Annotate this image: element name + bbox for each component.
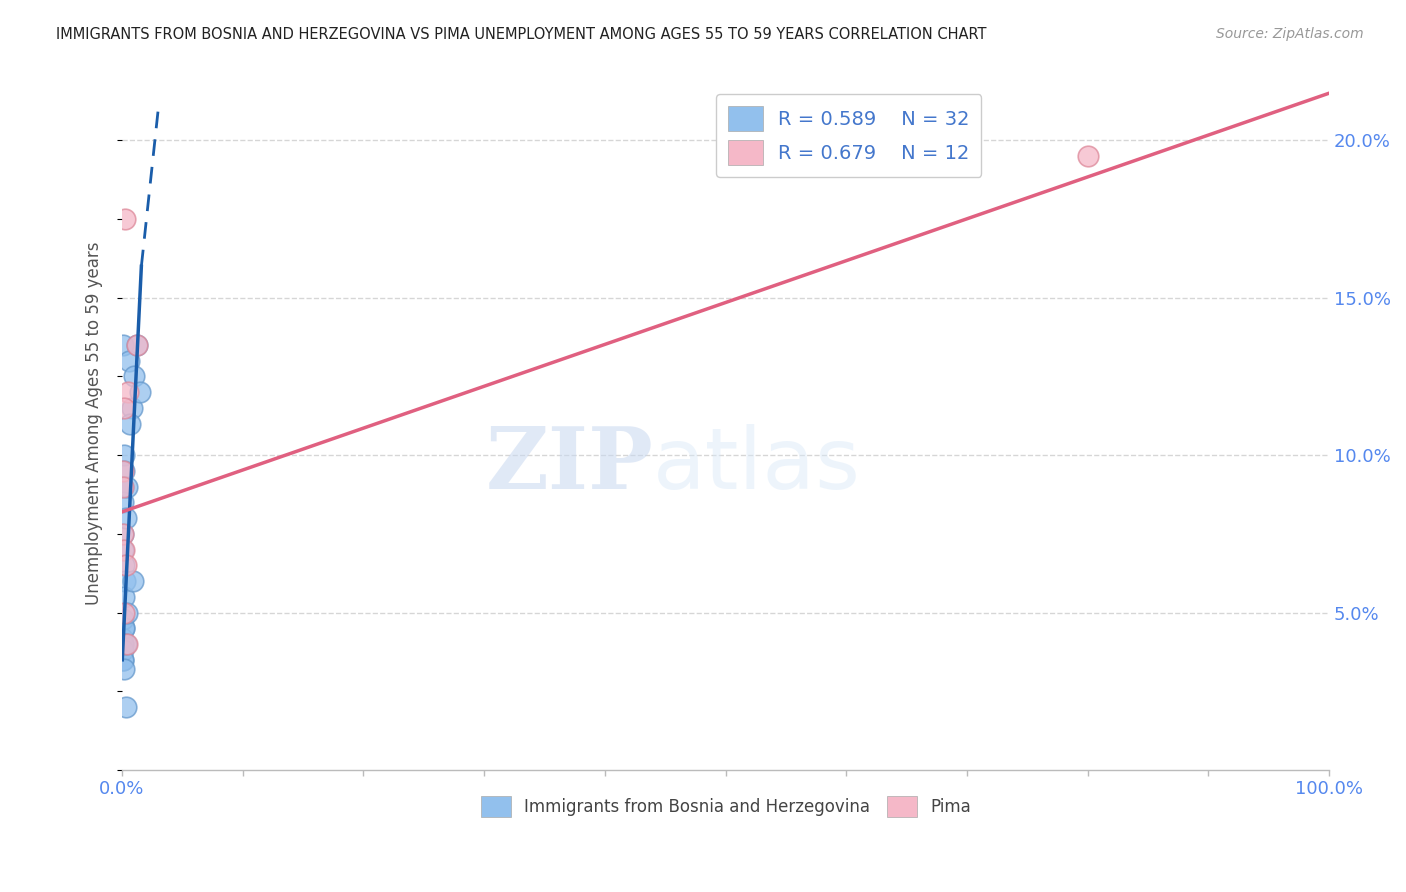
Point xyxy=(112,606,135,620)
Point xyxy=(111,653,134,667)
Text: Source: ZipAtlas.com: Source: ZipAtlas.com xyxy=(1216,27,1364,41)
Point xyxy=(114,574,136,588)
Point xyxy=(111,527,134,541)
Point xyxy=(111,631,134,645)
Point xyxy=(120,417,142,431)
Point xyxy=(111,637,134,651)
Point xyxy=(112,653,135,667)
Point xyxy=(115,700,138,714)
Point xyxy=(112,662,135,676)
Point xyxy=(114,558,136,573)
Point xyxy=(112,480,135,494)
Point xyxy=(115,480,138,494)
Point xyxy=(112,621,135,635)
Point xyxy=(122,574,145,588)
Point xyxy=(114,590,136,604)
Legend: Immigrants from Bosnia and Herzegovina, Pima: Immigrants from Bosnia and Herzegovina, … xyxy=(474,789,977,824)
Point xyxy=(111,495,134,509)
Point xyxy=(1077,149,1099,163)
Y-axis label: Unemployment Among Ages 55 to 59 years: Unemployment Among Ages 55 to 59 years xyxy=(86,242,103,606)
Point xyxy=(111,480,134,494)
Point xyxy=(112,637,135,651)
Text: atlas: atlas xyxy=(654,424,860,507)
Point xyxy=(115,637,138,651)
Point xyxy=(129,385,152,400)
Point xyxy=(117,606,139,620)
Point xyxy=(112,558,135,573)
Point xyxy=(114,621,136,635)
Text: IMMIGRANTS FROM BOSNIA AND HERZEGOVINA VS PIMA UNEMPLOYMENT AMONG AGES 55 TO 59 : IMMIGRANTS FROM BOSNIA AND HERZEGOVINA V… xyxy=(56,27,987,42)
Point xyxy=(114,212,136,227)
Point xyxy=(121,401,143,415)
Point xyxy=(111,338,134,352)
Point xyxy=(112,643,135,657)
Point xyxy=(117,385,139,400)
Point xyxy=(114,637,136,651)
Point xyxy=(114,511,136,525)
Point xyxy=(112,448,135,462)
Point xyxy=(125,338,148,352)
Point xyxy=(112,401,135,415)
Point xyxy=(112,542,135,557)
Point xyxy=(125,338,148,352)
Text: ZIP: ZIP xyxy=(485,424,654,508)
Point xyxy=(114,464,136,478)
Point xyxy=(114,542,136,557)
Point xyxy=(122,369,145,384)
Point xyxy=(111,527,134,541)
Point xyxy=(112,464,135,478)
Point xyxy=(118,353,141,368)
Point xyxy=(111,612,134,626)
